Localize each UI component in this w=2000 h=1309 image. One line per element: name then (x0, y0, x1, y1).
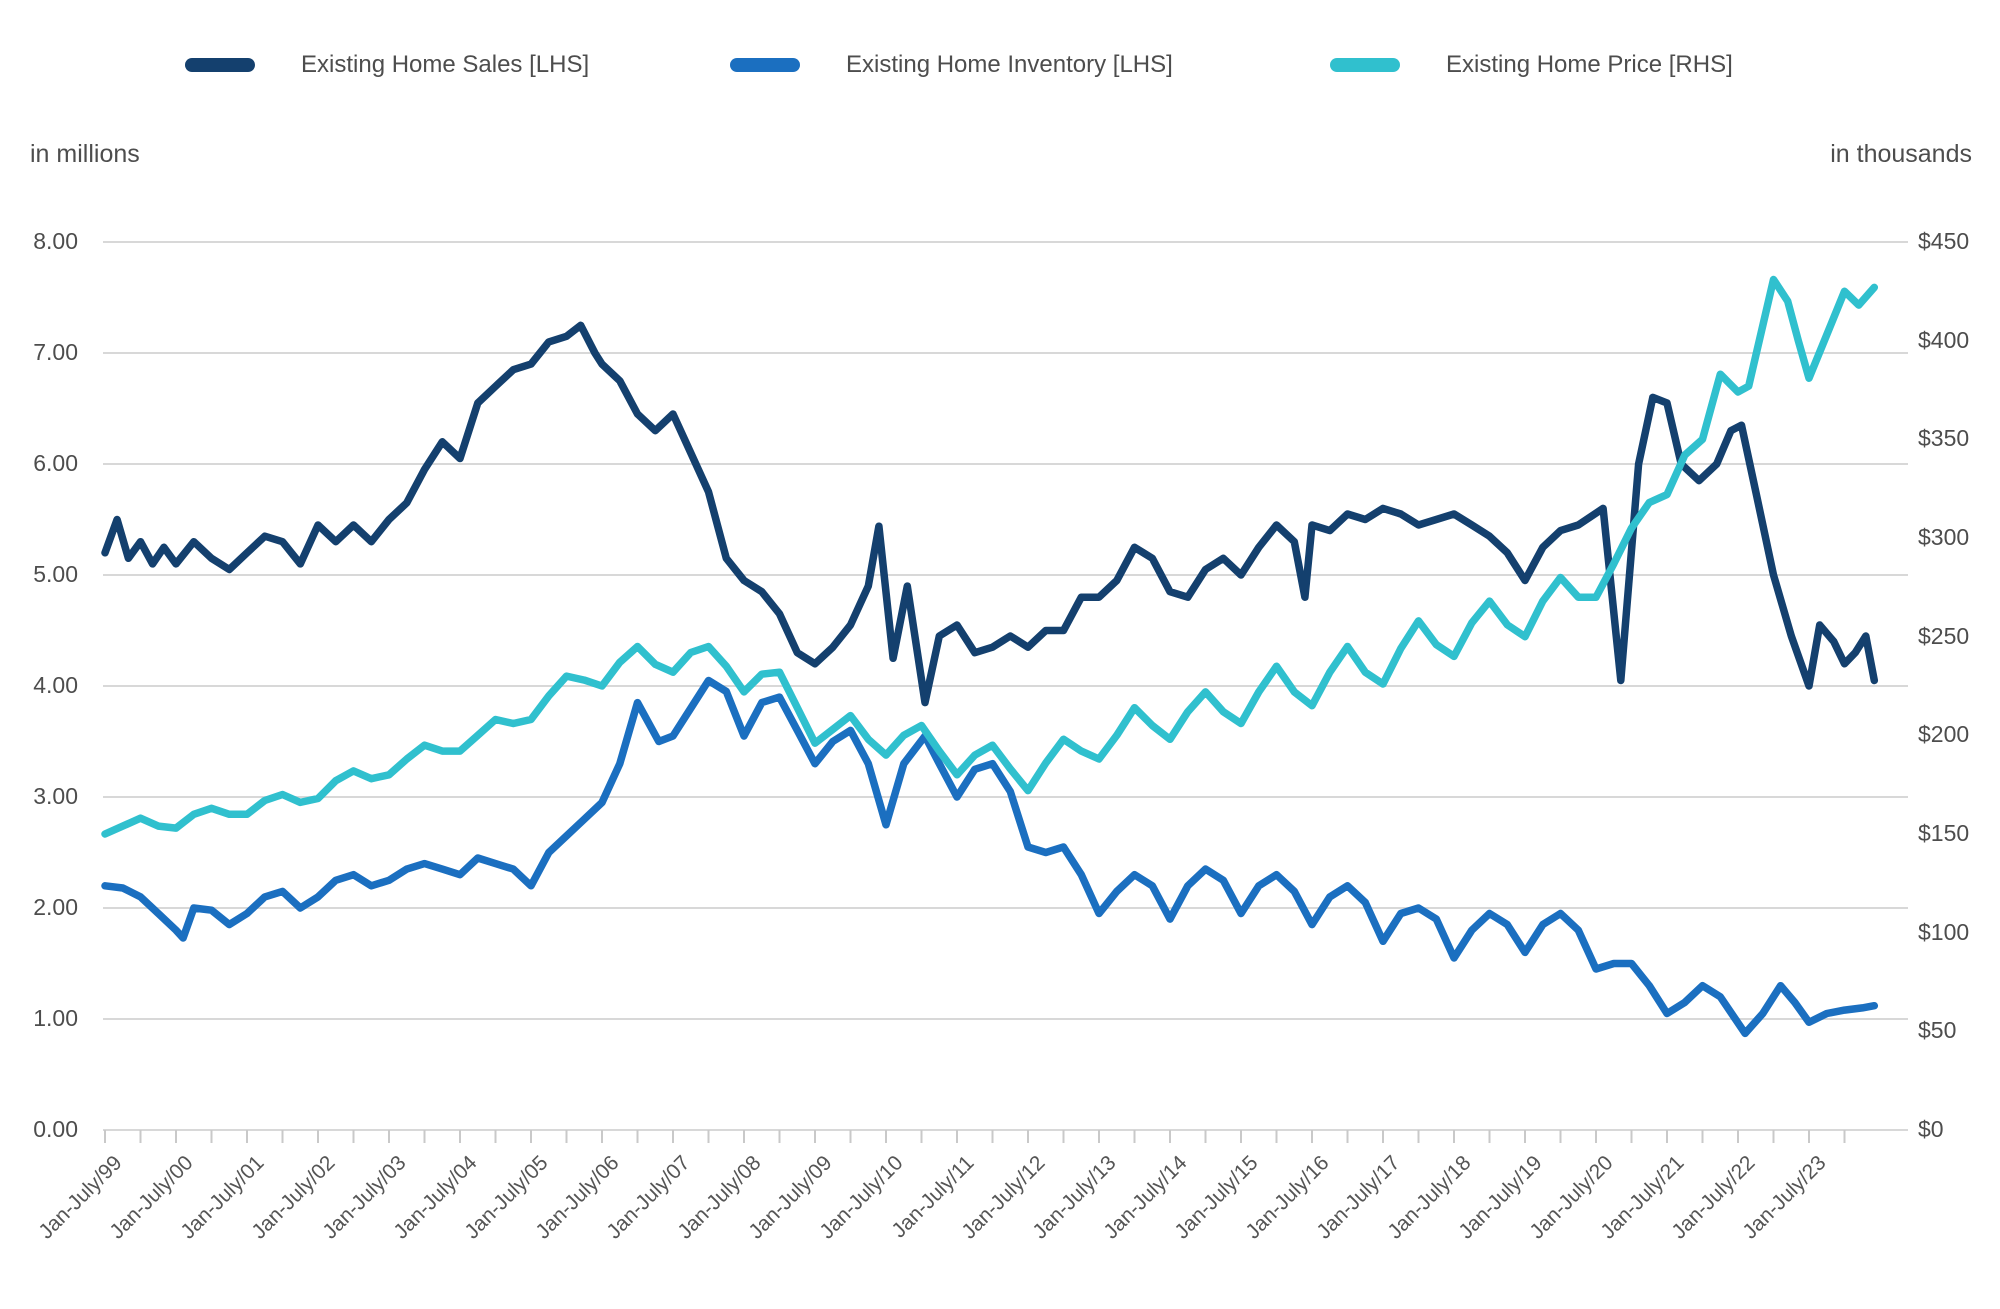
left-axis-tick-label: 6.00 (33, 450, 78, 476)
left-axis-tick-label: 1.00 (33, 1005, 78, 1031)
right-axis-tick-label: $150 (1918, 820, 1970, 846)
right-axis-title: in thousands (1830, 140, 1972, 168)
series-sales-line (101, 321, 1879, 707)
series-price-line (101, 275, 1879, 838)
left-axis-tick-label: 7.00 (33, 339, 78, 365)
right-axis-tick-label: $400 (1918, 326, 1970, 353)
left-axis-title: in millions (30, 140, 140, 168)
left-axis-tick-label: 5.00 (33, 561, 78, 587)
left-axis-tick-label: 8.00 (33, 228, 78, 254)
left-axis-tick-label: 3.00 (33, 783, 78, 809)
left-axis-tick-label: 0.00 (33, 1116, 78, 1142)
right-axis-tick-label: $200 (1918, 721, 1970, 748)
right-axis-tick-label: $0 (1918, 1116, 1944, 1142)
legend-label: Existing Home Inventory [LHS] (846, 51, 1173, 78)
series-inventory-line (101, 676, 1879, 1038)
legend-item-existing-home-price[interactable]: Existing Home Price [RHS] (1330, 48, 1733, 82)
sales-line-swatch-icon (185, 58, 255, 72)
legend-label: Existing Home Sales [LHS] (301, 51, 590, 78)
legend-item-existing-home-sales[interactable]: Existing Home Sales [LHS] (185, 48, 589, 82)
right-axis-tick-label: $100 (1918, 918, 1970, 945)
right-axis-tick-label: $450 (1918, 228, 1970, 254)
legend-item-existing-home-inventory[interactable]: Existing Home Inventory [LHS] (730, 48, 1173, 82)
chart-legend: Existing Home Sales [LHS] Existing Home … (0, 48, 2000, 82)
price-line-swatch-icon (1330, 58, 1400, 72)
right-axis-tick-label: $300 (1918, 524, 1970, 550)
left-axis-tick-label: 2.00 (33, 894, 78, 920)
right-axis-tick-label: $50 (1918, 1017, 1957, 1044)
left-axis-tick-label: 4.00 (33, 672, 78, 698)
right-axis-tick-label: $350 (1918, 425, 1970, 452)
right-axis-tick-label: $250 (1918, 622, 1970, 649)
inventory-line-swatch-icon (730, 58, 800, 72)
legend-label: Existing Home Price [RHS] (1446, 51, 1733, 78)
